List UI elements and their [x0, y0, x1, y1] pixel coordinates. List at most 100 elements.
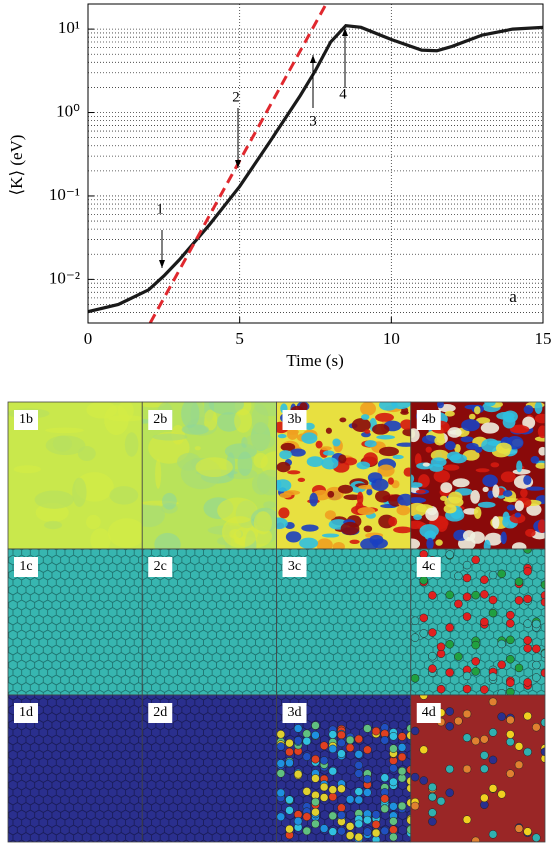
blob [468, 413, 476, 420]
cell [371, 828, 381, 838]
cell [363, 745, 372, 755]
label-box [148, 557, 173, 577]
image-panel: 4d [410, 694, 546, 843]
cell [389, 825, 398, 834]
blob [419, 524, 439, 538]
cell [345, 795, 355, 804]
cell [419, 695, 428, 700]
cell [428, 808, 437, 817]
cell [428, 651, 437, 661]
blob [301, 432, 318, 444]
blob [396, 505, 411, 516]
cell [328, 766, 338, 776]
cell [419, 613, 428, 623]
blob [392, 454, 404, 460]
cell [497, 689, 506, 695]
blob [514, 512, 522, 518]
cell [371, 820, 381, 829]
blob [402, 428, 411, 437]
cell [363, 788, 372, 797]
image-panel: 1b [7, 401, 143, 550]
blob [276, 479, 282, 489]
cell [445, 668, 454, 677]
cell [506, 678, 515, 687]
blob [490, 462, 500, 468]
cell [445, 623, 454, 632]
blob [287, 429, 299, 440]
label-box [282, 410, 307, 430]
cell [328, 730, 338, 739]
x-tick-label: 10 [383, 329, 400, 348]
cell [337, 803, 346, 813]
cell [488, 784, 498, 793]
blob [107, 518, 143, 548]
cell [311, 754, 320, 764]
blob [415, 489, 426, 494]
cell [389, 817, 398, 826]
blob [483, 539, 491, 549]
cell [410, 726, 420, 736]
cell [471, 657, 480, 666]
cell [471, 590, 480, 600]
panel-label: 2c [154, 559, 167, 574]
image-panel: 3c [276, 548, 412, 696]
blob [332, 542, 345, 549]
blob [487, 490, 494, 499]
cell [380, 804, 389, 813]
blob [234, 408, 253, 433]
cell [523, 678, 532, 687]
blob [338, 454, 347, 464]
cell [514, 663, 524, 673]
cell [445, 550, 454, 559]
cell [276, 769, 286, 778]
cell [345, 831, 355, 840]
x-tick-label: 5 [235, 329, 244, 348]
cell [436, 796, 446, 806]
cell [532, 660, 541, 670]
cell [397, 752, 407, 762]
panel-content [276, 402, 411, 549]
cell [354, 819, 364, 829]
blob [277, 433, 287, 439]
blob [509, 513, 526, 524]
cell [462, 709, 472, 719]
blob [376, 434, 395, 440]
blob [425, 507, 439, 521]
image-panel: 3d [276, 694, 412, 843]
blob [410, 497, 427, 504]
cell [506, 737, 515, 747]
cell [410, 801, 420, 811]
cell [410, 772, 420, 782]
image-panel: 2c [141, 548, 277, 696]
cell [428, 782, 437, 792]
cell [389, 744, 398, 753]
blob [422, 462, 430, 467]
blob [440, 495, 448, 501]
cell [445, 707, 454, 716]
cell [488, 755, 498, 765]
blob [324, 510, 336, 520]
cell [462, 592, 472, 602]
cell [389, 777, 398, 787]
blob [393, 526, 411, 534]
cell [480, 793, 489, 803]
cell [319, 824, 329, 833]
cell [462, 815, 472, 824]
arrow-head [310, 55, 316, 63]
cell [480, 735, 489, 744]
cell [419, 629, 428, 638]
blob [514, 500, 524, 512]
cell [488, 697, 498, 707]
cell [337, 826, 346, 836]
cell [454, 716, 463, 726]
blob [360, 538, 379, 549]
blob [301, 524, 319, 532]
blob [278, 507, 290, 519]
blob [400, 410, 409, 415]
blob [279, 450, 292, 460]
blob [372, 423, 390, 435]
blob [492, 516, 500, 529]
blob [77, 446, 96, 462]
cell [497, 660, 506, 669]
